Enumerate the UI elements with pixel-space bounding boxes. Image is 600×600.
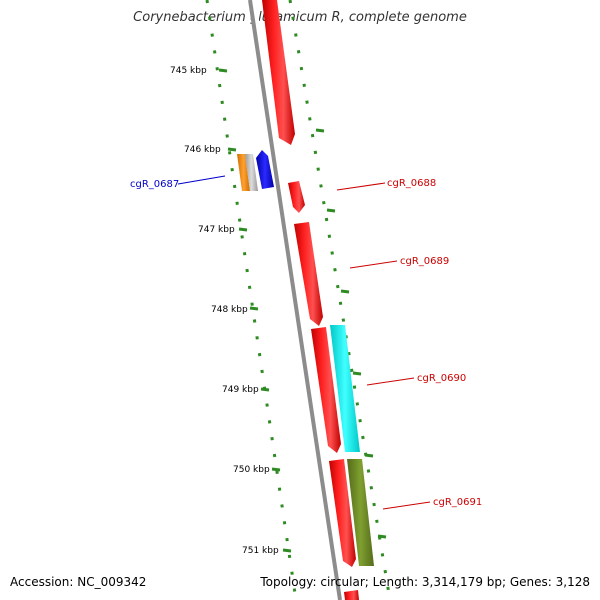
callout-line-cgR_0690 <box>366 377 415 386</box>
tick-label: 747 kbp <box>198 225 235 235</box>
gene-box-orange <box>237 154 250 191</box>
gene-arrow-red <box>329 459 356 567</box>
map-title: Corynebacterium glutamicum R, complete g… <box>133 10 467 25</box>
genome-summary-text: Topology: circular; Length: 3,314,179 bp… <box>260 575 590 589</box>
gene-label-cgR_0688: cgR_0688 <box>387 178 436 189</box>
gene-box-cyan <box>330 325 360 452</box>
gene-arrow-red <box>344 590 359 600</box>
genome-backbone <box>248 0 342 600</box>
gene-box-olive <box>347 459 374 566</box>
gene-arrow-red <box>294 222 323 326</box>
callout-line-cgR_0689 <box>349 260 398 269</box>
gene-label-cgR_0690: cgR_0690 <box>417 373 466 384</box>
gene-arrow-red <box>311 327 341 453</box>
tick-labels: 745 kbp 746 kbp 747 kbp 748 kbp 749 kbp … <box>170 66 279 556</box>
callout-line-cgR_0687 <box>177 175 226 185</box>
gene-arrow-red <box>262 0 295 145</box>
gene-label-cgR_0691: cgR_0691 <box>433 497 482 508</box>
callout-line-cgR_0688 <box>336 182 386 191</box>
callout-line-cgR_0691 <box>382 501 431 510</box>
tick-label: 748 kbp <box>211 305 248 315</box>
tick-label: 750 kbp <box>233 465 270 475</box>
tick-marks <box>218 68 387 553</box>
gene-box-grey <box>245 154 258 191</box>
gene-arrow-blue <box>256 150 274 189</box>
tick-label: 746 kbp <box>184 145 221 155</box>
tick-label: 745 kbp <box>170 66 207 76</box>
gene-label-cgR_0689: cgR_0689 <box>400 256 449 267</box>
tick-label: 749 kbp <box>222 385 259 395</box>
gene-label-cgR_0687: cgR_0687 <box>130 179 179 190</box>
gene-arrow-red <box>288 181 305 213</box>
accession-text: Accession: NC_009342 <box>10 575 147 589</box>
tick-label: 751 kbp <box>242 546 279 556</box>
